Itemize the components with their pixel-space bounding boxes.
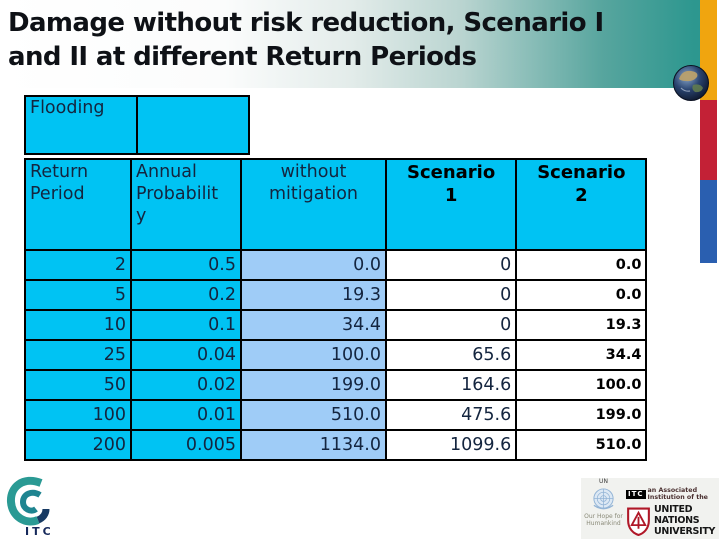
- un-logo-block: UN Our Hope for Humankind: [581, 478, 626, 528]
- itc-swirl-logo-icon: [5, 474, 55, 526]
- unu-shield-icon: [626, 507, 651, 536]
- col-header-scenario-2: Scenario 2: [515, 158, 648, 251]
- col-header-return-period: Return Period: [24, 158, 132, 251]
- cell-scenario-1: 164.6: [384, 369, 518, 401]
- cell-return-period: 100: [24, 399, 132, 431]
- cell-scenario-2: 0.0: [515, 279, 648, 311]
- cell-without-mitigation: 0.0: [240, 249, 387, 281]
- globe-icon: [672, 64, 710, 102]
- cell-scenario-2: 19.3: [515, 309, 648, 341]
- cell-scenario-2: 510.0: [515, 429, 648, 461]
- table-row: 50 0.02 199.0 164.6 100.0: [24, 369, 648, 401]
- table-row: 10 0.1 34.4 0 19.3: [24, 309, 648, 341]
- cell-annual-probability: 0.04: [130, 339, 242, 371]
- slide-title: Damage without risk reduction, Scenario …: [8, 6, 604, 75]
- cell-scenario-2: 34.4: [515, 339, 648, 371]
- table-row: 25 0.04 100.0 65.6 34.4: [24, 339, 648, 371]
- accent-bar-blue: [700, 180, 717, 263]
- cell-scenario-2: 0.0: [515, 249, 648, 281]
- table-row: 200 0.005 1134.0 1099.6 510.0: [24, 429, 648, 461]
- cell-annual-probability: 0.5: [130, 249, 242, 281]
- cell-scenario-1: 475.6: [384, 399, 518, 431]
- unu-name-line1: UNITED NATIONS: [654, 504, 700, 526]
- slide-title-line2: and II at different Return Periods: [8, 42, 477, 73]
- itc-logo-label: ITC: [25, 525, 54, 538]
- cell-without-mitigation: 510.0: [240, 399, 387, 431]
- cell-return-period: 5: [24, 279, 132, 311]
- unu-logo-block: ITC an Associated Institution of the UNI…: [626, 478, 719, 538]
- table-row: 5 0.2 19.3 0 0.0: [24, 279, 648, 311]
- cell-scenario-1: 65.6: [384, 339, 518, 371]
- assoc-itc-badge: ITC: [626, 489, 646, 499]
- col-header-annual-probability: Annual Probability: [130, 158, 242, 251]
- un-label: UN: [599, 478, 608, 485]
- slide-title-line1: Damage without risk reduction, Scenario …: [8, 8, 604, 38]
- cell-return-period: 50: [24, 369, 132, 401]
- flooding-label-table: Flooding: [24, 95, 250, 155]
- cell-scenario-2: 100.0: [515, 369, 648, 401]
- partner-logos: UN Our Hope for Humankind ITC an Associa…: [581, 478, 719, 539]
- cell-annual-probability: 0.2: [130, 279, 242, 311]
- header-row: Return Period Annual Probability without…: [24, 158, 648, 251]
- cell-return-period: 25: [24, 339, 132, 371]
- cell-annual-probability: 0.005: [130, 429, 242, 461]
- flooding-empty-cell: [136, 95, 250, 155]
- cell-scenario-1: 1099.6: [384, 429, 518, 461]
- cell-scenario-2: 199.0: [515, 399, 648, 431]
- cell-return-period: 2: [24, 249, 132, 281]
- cell-annual-probability: 0.02: [130, 369, 242, 401]
- cell-scenario-1: 0: [384, 249, 518, 281]
- cell-without-mitigation: 1134.0: [240, 429, 387, 461]
- col-header-without-mitigation: without mitigation: [240, 158, 387, 251]
- cell-annual-probability: 0.1: [130, 309, 242, 341]
- assoc-text: an Associated Institution of the: [647, 487, 708, 501]
- damage-table: Return Period Annual Probability without…: [24, 158, 648, 461]
- col-header-scenario-1: Scenario 1: [384, 158, 518, 251]
- accent-bar-red: [700, 100, 717, 180]
- unu-name-line2: UNIVERSITY: [654, 525, 716, 537]
- title-band: Damage without risk reduction, Scenario …: [0, 0, 701, 88]
- cell-scenario-1: 0: [384, 279, 518, 311]
- cell-without-mitigation: 19.3: [240, 279, 387, 311]
- cell-without-mitigation: 34.4: [240, 309, 387, 341]
- un-tagline-line1: Our Hope for: [584, 512, 623, 520]
- cell-scenario-1: 0: [384, 309, 518, 341]
- flooding-label-cell: Flooding: [24, 95, 138, 155]
- un-tagline-line2: Humankind: [586, 520, 621, 528]
- table-row: 2 0.5 0.0 0 0.0: [24, 249, 648, 281]
- cell-without-mitigation: 100.0: [240, 339, 387, 371]
- table-row: 100 0.01 510.0 475.6 199.0: [24, 399, 648, 431]
- cell-annual-probability: 0.01: [130, 399, 242, 431]
- un-emblem-icon: [591, 487, 616, 512]
- cell-without-mitigation: 199.0: [240, 369, 387, 401]
- cell-return-period: 10: [24, 309, 132, 341]
- cell-return-period: 200: [24, 429, 132, 461]
